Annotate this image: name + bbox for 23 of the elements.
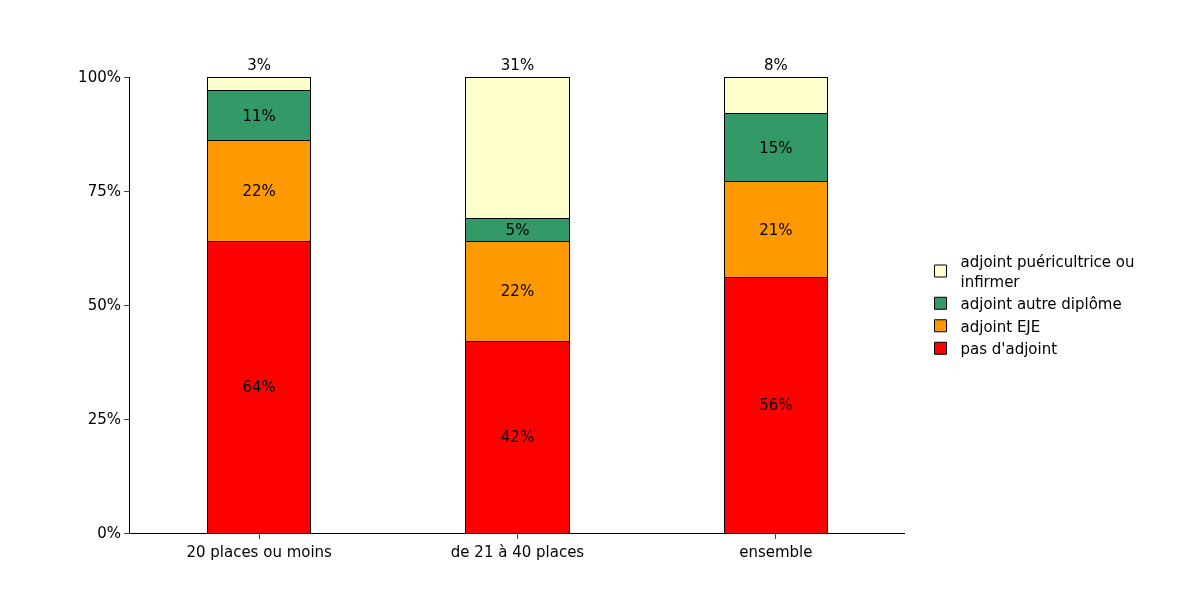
legend-label: pas d'adjoint	[960, 340, 1058, 359]
data-label: 56%	[759, 396, 793, 415]
data-label: 31%	[500, 56, 535, 74]
data-label: 11%	[242, 106, 276, 125]
data-label: 3%	[247, 56, 272, 74]
x-tick-label: 20 places ou moins	[186, 543, 333, 561]
data-label: 5%	[505, 220, 530, 239]
y-tick-label: 75%	[87, 182, 121, 201]
data-label: 22%	[242, 182, 276, 200]
data-label: 15%	[759, 138, 793, 157]
y-tick-label: 25%	[87, 410, 121, 429]
legend-label: adjoint EJE	[960, 317, 1041, 336]
data-label: 21%	[759, 220, 793, 239]
x-tick-label: ensemble	[739, 543, 813, 561]
y-tick-label: 0%	[97, 524, 121, 543]
data-label: 8%	[763, 56, 788, 74]
data-label: 64%	[242, 378, 276, 397]
x-tick-label: de 21 à 40 places	[450, 543, 585, 561]
y-tick-label: 100%	[78, 68, 121, 87]
legend-label: adjoint autre diplôme	[960, 295, 1122, 314]
y-tick-label: 50%	[87, 296, 121, 315]
data-label: 42%	[500, 428, 535, 447]
data-label: 22%	[500, 282, 535, 301]
